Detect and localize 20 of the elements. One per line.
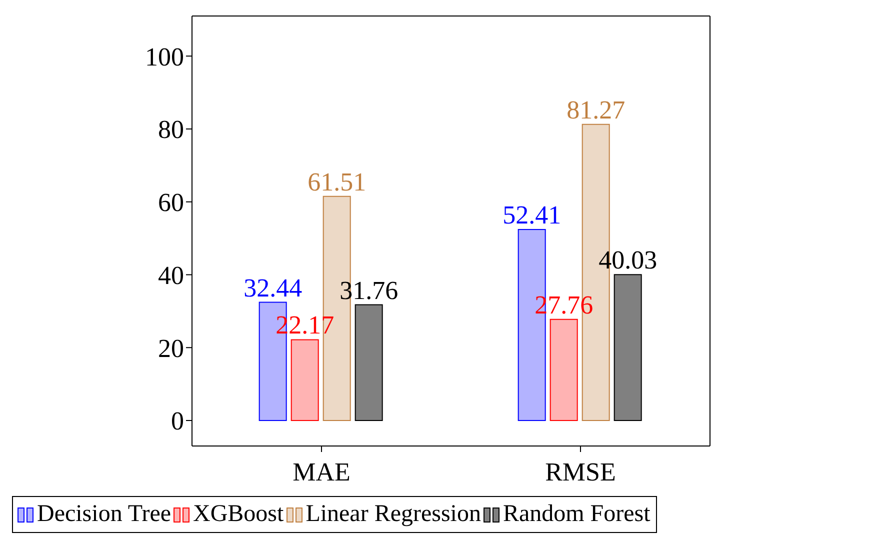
x-tick-label: RMSE (545, 457, 616, 486)
bar (290, 339, 319, 421)
data-label: 81.27 (566, 95, 626, 124)
y-tick-label: 80 (158, 115, 184, 144)
y-tick-label: 60 (158, 188, 184, 218)
x-tick-label: MAE (292, 457, 350, 486)
legend-label: XGBoost (193, 501, 284, 528)
bar (614, 274, 642, 421)
legend-label: Linear Regression (306, 501, 481, 528)
y-tick-label: 40 (158, 260, 184, 290)
bar (550, 318, 578, 421)
data-label: 61.51 (308, 167, 366, 196)
legend-label: Decision Tree (37, 501, 171, 528)
y-tick-label: 20 (158, 334, 184, 363)
data-label: 52.41 (502, 200, 562, 230)
y-tick-label: 0 (171, 406, 184, 436)
bar (354, 304, 383, 421)
legend-label: Random Forest (502, 501, 650, 528)
y-tick-label: 100 (145, 42, 184, 72)
data-label: 32.44 (244, 273, 302, 302)
